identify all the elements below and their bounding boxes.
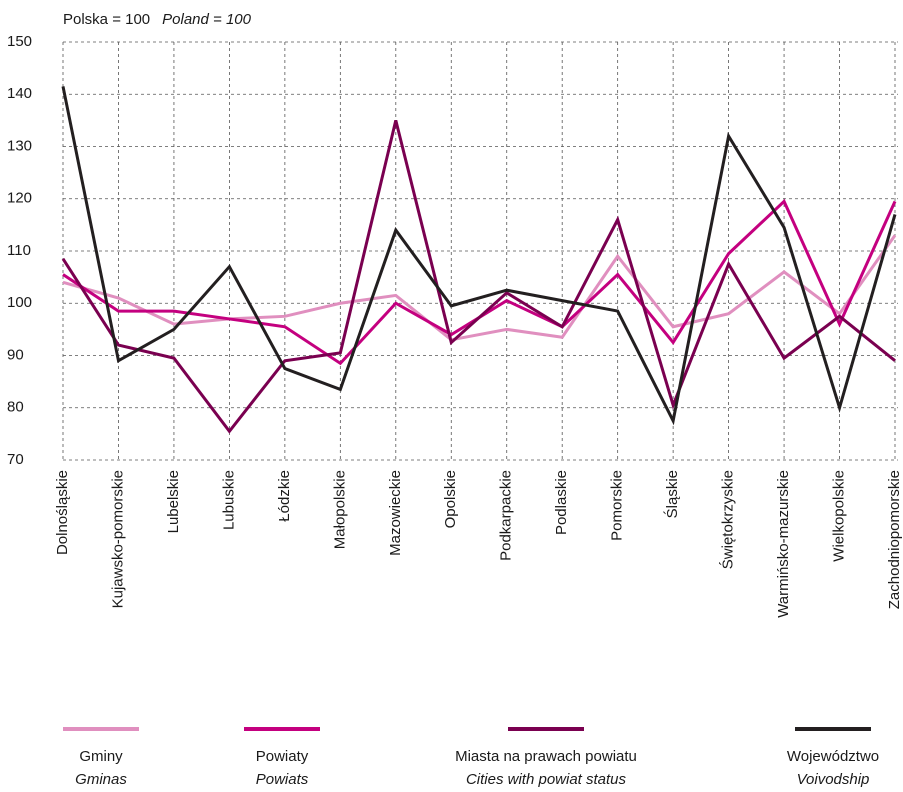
x-tick-label: Śląskie [663, 470, 681, 518]
series-line [61, 86, 897, 426]
x-tick-label: Małopolskie [331, 470, 348, 549]
legend-label: Miasta na prawach powiatu [455, 748, 637, 765]
x-tick-label: Dolnośląskie [54, 470, 71, 555]
y-tick-label: 100 [7, 294, 32, 311]
y-tick-label: 120 [7, 190, 32, 207]
y-tick-label: 130 [7, 137, 32, 154]
x-tick-label: Łódzkie [276, 470, 293, 522]
x-tick-label: Mazowieckie [387, 470, 404, 556]
y-tick-label: 140 [7, 85, 32, 102]
legend-label-en: Voivodship [797, 771, 870, 788]
legend-label: Powiaty [256, 748, 309, 765]
x-tick-label: Zachodniopomorskie [886, 470, 903, 609]
series-line [61, 120, 896, 434]
y-tick-label: 110 [7, 242, 31, 259]
x-tick-label: Wielkopolskie [831, 470, 848, 562]
legend-label-en: Gminas [75, 771, 127, 788]
x-tick-label: Lubuskie [220, 470, 237, 530]
legend-label: Gminy [79, 748, 123, 765]
x-tick-label: Kujawsko-pomorskie [109, 470, 126, 608]
x-tick-label: Podlaskie [553, 470, 570, 535]
legend-label-en: Cities with powiat status [466, 771, 627, 788]
y-tick-label: 150 [7, 33, 32, 50]
x-tick-label: Lubelskie [165, 470, 182, 533]
y-tick-label: 70 [7, 451, 24, 468]
x-tick-label: Pomorskie [609, 470, 626, 541]
y-tick-label: 80 [7, 399, 24, 416]
x-tick-label: Opolskie [442, 470, 459, 528]
legend-label-en: Powiats [256, 771, 309, 788]
legend-label: Województwo [787, 748, 879, 765]
x-tick-label: Warmińsko-mazurskie [775, 470, 792, 618]
series-line [62, 234, 897, 342]
y-tick-label: 90 [7, 346, 24, 363]
y-label-en: Poland = 100 [162, 11, 251, 28]
x-tick-label: Podkarpackie [498, 470, 515, 561]
x-tick-label: Świętokrzyskie [719, 470, 737, 569]
y-axis-label: Polska = 100 Poland = 100 [63, 11, 252, 28]
y-label-pl: Polska = 100 [63, 11, 150, 28]
